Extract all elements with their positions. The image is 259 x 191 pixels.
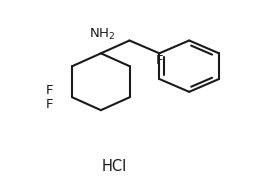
- Text: HCl: HCl: [102, 159, 127, 174]
- Text: F: F: [46, 98, 54, 111]
- Text: NH$_2$: NH$_2$: [89, 27, 115, 42]
- Text: F: F: [156, 54, 163, 67]
- Text: F: F: [46, 84, 54, 97]
